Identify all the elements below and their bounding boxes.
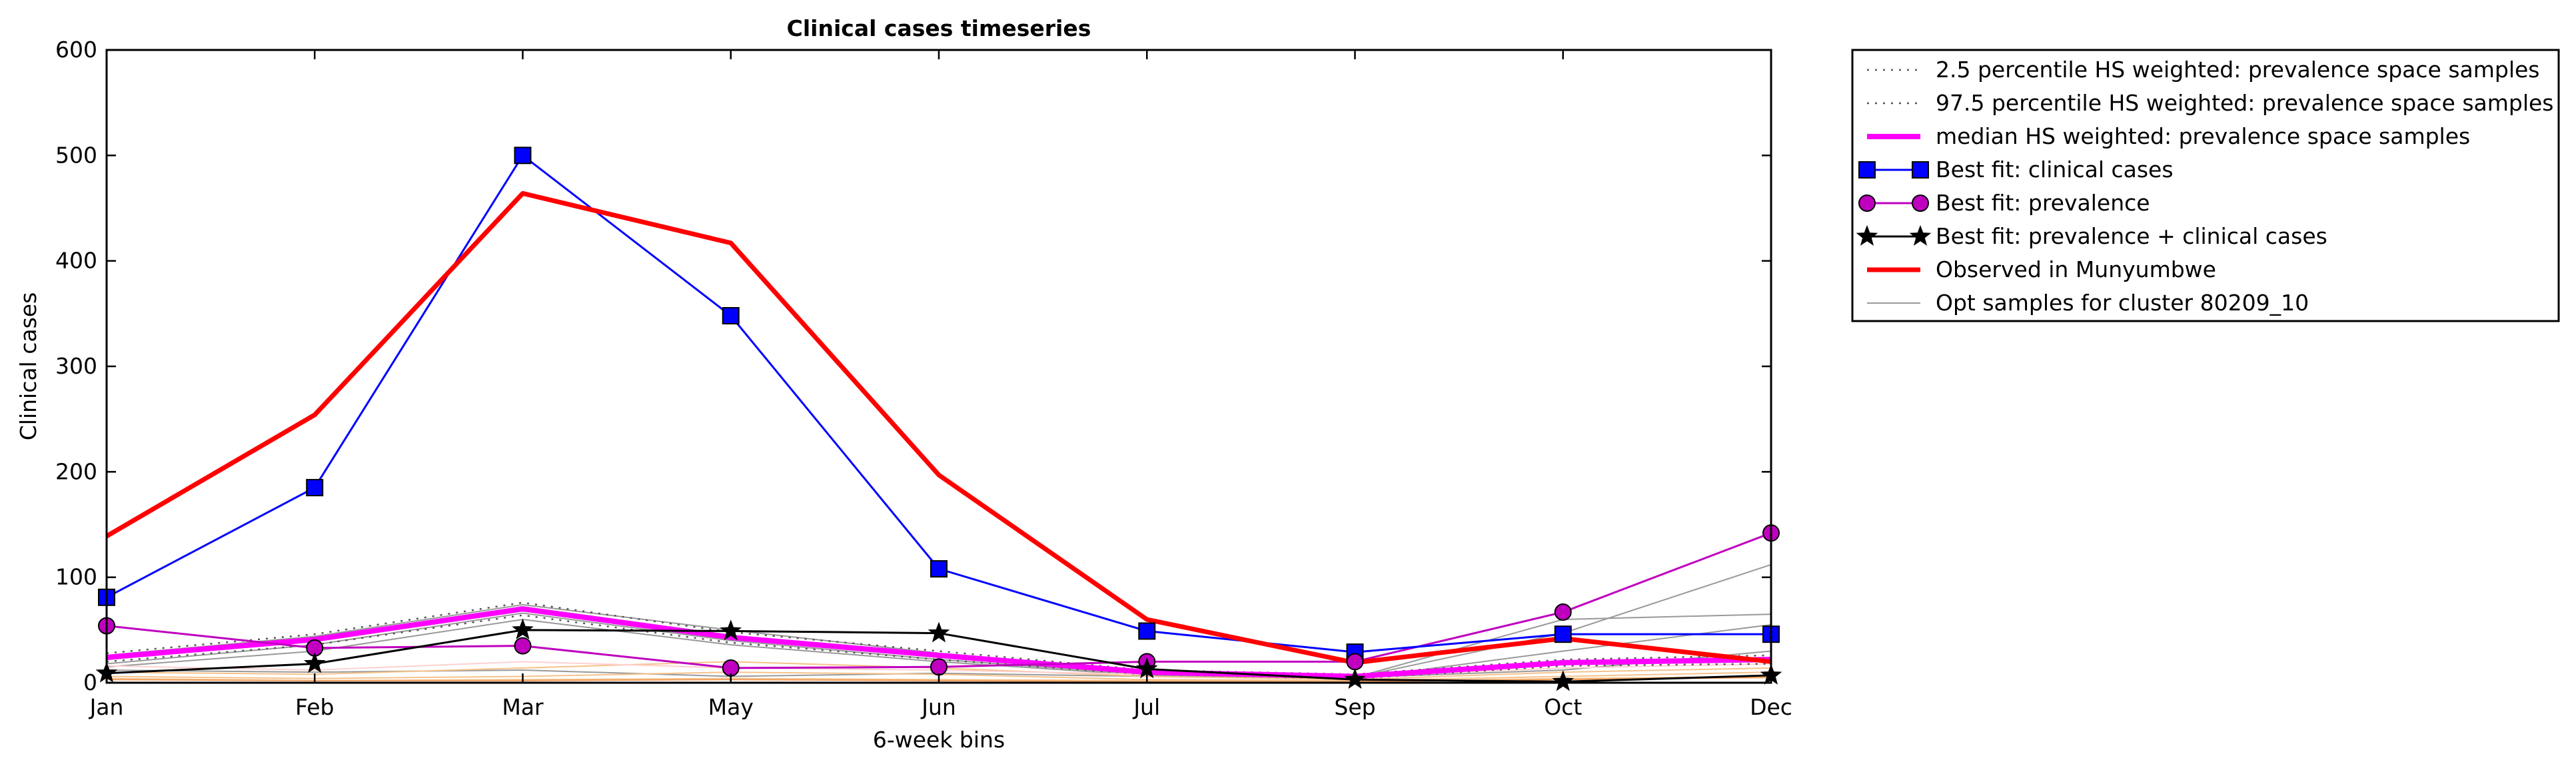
marker-s3-p2 — [514, 147, 532, 165]
y-axis-label: Clinical cases — [15, 292, 41, 441]
marker-s5-p1 — [303, 652, 326, 673]
marker-s5-p5 — [1135, 657, 1158, 679]
legend-label-4: Best fit: prevalence — [1936, 190, 2150, 216]
legend-marker-5-b — [1909, 224, 1932, 246]
series-line-0 — [106, 614, 1772, 679]
legend-marker-5-a — [1856, 224, 1878, 246]
legend-label-6: Observed in Munyumbwe — [1936, 256, 2216, 282]
x-tick-label: Mar — [502, 694, 544, 720]
marker-s4-p2 — [514, 637, 532, 655]
y-tick-label: 500 — [55, 142, 97, 168]
marker-s3-p7 — [1554, 625, 1572, 643]
series-line-6 — [105, 191, 1772, 665]
x-tick-label: Jun — [920, 694, 956, 720]
legend-label-5: Best fit: prevalence + clinical cases — [1936, 223, 2327, 249]
marker-s4-p4 — [930, 658, 948, 676]
legend-label-3: Best fit: clinical cases — [1936, 157, 2174, 183]
marker-s4-p7 — [1554, 603, 1572, 621]
x-tick-label: Jul — [1132, 694, 1160, 720]
y-tick-label: 300 — [55, 353, 97, 379]
x-tick-label: Dec — [1750, 694, 1792, 720]
x-tick-labels: Jan Feb Mar May Jun Jul Sep Oct Dec — [89, 694, 1792, 720]
marker-s3-p1 — [306, 479, 324, 497]
marker-s3-p4 — [930, 560, 948, 578]
y-tick-label: 600 — [55, 37, 97, 63]
legend-label-0: 2.5 percentile HS weighted: prevalence s… — [1936, 57, 2540, 83]
marker-s5-p4 — [928, 621, 950, 643]
legend-marker-4-b — [1912, 194, 1929, 212]
x-tick-label: Sep — [1334, 694, 1375, 720]
series-line-2 — [106, 606, 1772, 679]
legend: 2.5 percentile HS weighted: prevalence s… — [1851, 49, 2560, 322]
x-tick-label: Feb — [295, 694, 334, 720]
marker-s5-p3 — [720, 619, 742, 641]
legend-label-2: median HS weighted: prevalence space sam… — [1936, 123, 2470, 149]
y-tick-labels: 0 100 200 300 400 500 600 — [55, 37, 97, 695]
marker-s5-p2 — [512, 618, 534, 639]
axis-ticks — [105, 49, 1772, 684]
legend-marker-3-b — [1912, 161, 1929, 179]
series-markers — [95, 147, 1782, 691]
marker-s4-p6 — [1346, 653, 1364, 671]
legend-box — [1851, 49, 2560, 322]
x-tick-label: May — [708, 694, 754, 720]
x-tick-label: Oct — [1544, 694, 1582, 720]
y-tick-label: 200 — [55, 458, 97, 484]
x-axis-label: 6-week bins — [873, 727, 1005, 753]
chart-title: Clinical cases timeseries — [787, 15, 1091, 41]
marker-s3-p3 — [722, 307, 740, 324]
y-tick-label: 400 — [55, 248, 97, 274]
marker-s3-p5 — [1138, 622, 1156, 640]
plot-area — [107, 50, 1771, 683]
y-tick-label: 100 — [55, 564, 97, 590]
legend-marker-3-a — [1858, 161, 1876, 179]
legend-label-7: Opt samples for cluster 80209_10 — [1936, 290, 2309, 316]
legend-marker-4-a — [1858, 194, 1876, 212]
legend-label-1: 97.5 percentile HS weighted: prevalence … — [1936, 90, 2554, 116]
x-tick-label: Jan — [89, 694, 124, 720]
y-tick-label: 0 — [83, 669, 97, 695]
